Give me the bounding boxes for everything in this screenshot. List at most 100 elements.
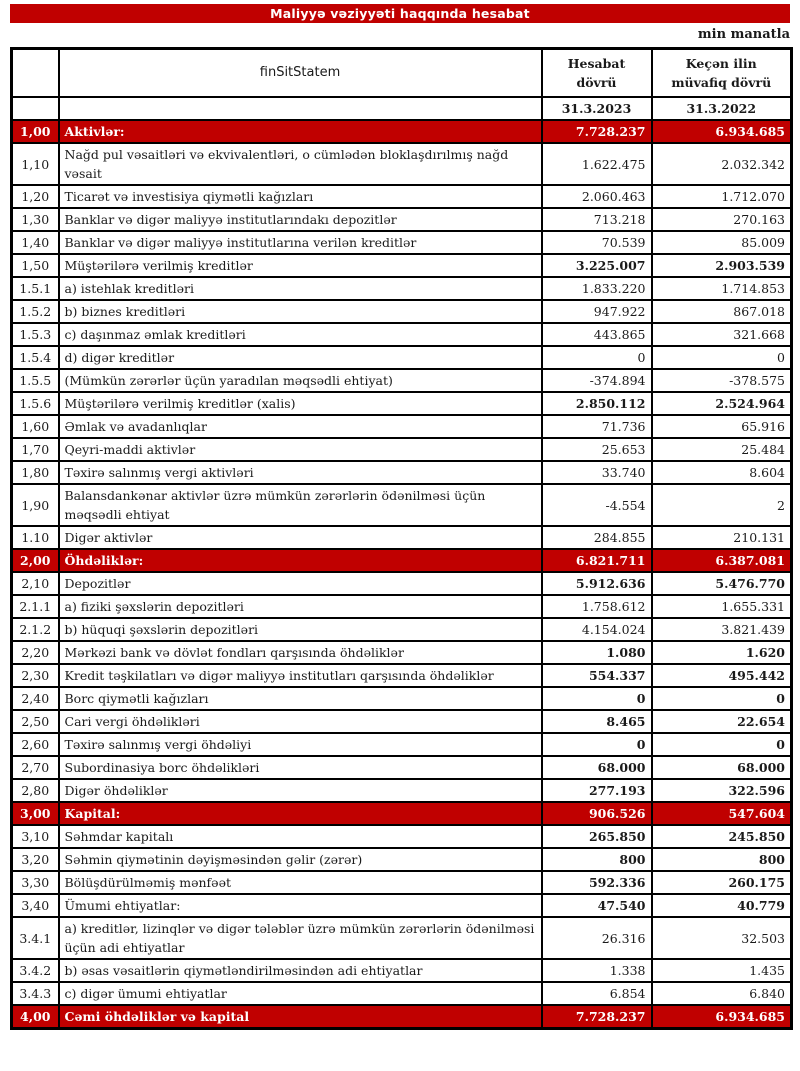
table-body: 1,00 Aktivlər: 7.728.237 6.934.685 1,10 Nağd … [10,119,793,1030]
row-value-previous: 6.387.081 [650,548,793,573]
row-value-current: 3.225.007 [540,253,653,278]
row-label: Müştərilərə verilmiş kreditlər [57,253,543,278]
row-code: 1,70 [10,437,60,462]
row-value-previous: 40.779 [650,893,793,918]
table-row: 2.1.1 a) fiziki şəxslərin depozitləri 1.75… [10,594,793,619]
dates-name-cell [57,96,543,121]
table-row: 2,00 Öhdəliklər: 6.821.711 6.387.081 [10,548,793,573]
row-label: a) fiziki şəxslərin depozitləri [57,594,543,619]
row-value-current: 47.540 [540,893,653,918]
row-value-previous: 2 [650,483,793,527]
row-label: Cari vergi öhdəlikləri [57,709,543,734]
row-label: Kredit təşkilatları və digər maliyyə ins… [57,663,543,688]
row-code: 3,40 [10,893,60,918]
row-code: 2,20 [10,640,60,665]
row-code: 2.1.1 [10,594,60,619]
row-value-previous: 6.840 [650,981,793,1006]
row-value-current: 592.336 [540,870,653,895]
row-value-current: 713.218 [540,207,653,232]
dates-code-cell [10,96,60,121]
row-label: Qeyri-maddi aktivlər [57,437,543,462]
row-label: b) hüquqi şəxslərin depozitləri [57,617,543,642]
row-value-previous: 65.916 [650,414,793,439]
current-period-date: 31.3.2023 [540,96,653,121]
financial-statement-table: finSitStatem Hesabat dövrü Keçən ilin mü… [10,47,793,1030]
row-code: 2,40 [10,686,60,711]
row-code: 1,50 [10,253,60,278]
table-row: 3.4.1 a) kreditlər, lizinqlər və digər tə… [10,916,793,960]
row-value-current: 1.080 [540,640,653,665]
row-code: 2,60 [10,732,60,757]
table-row: 1.10 Digər aktivlər 284.855 210.131 [10,525,793,550]
row-value-current: 1.833.220 [540,276,653,301]
row-value-previous: 800 [650,847,793,872]
row-code: 2.1.2 [10,617,60,642]
header-code-cell [10,47,60,98]
row-value-current: 800 [540,847,653,872]
row-value-current: 1.758.612 [540,594,653,619]
row-value-current: -374.894 [540,368,653,393]
row-code: 1.5.3 [10,322,60,347]
table-header: finSitStatem Hesabat dövrü Keçən ilin mü… [10,47,793,121]
row-value-current: 68.000 [540,755,653,780]
row-value-current: 284.855 [540,525,653,550]
row-value-current: 8.465 [540,709,653,734]
row-label: a) kreditlər, lizinqlər və digər tələblə… [57,916,543,960]
row-value-current: 277.193 [540,778,653,803]
row-label: Ticarət və investisiya qiymətli kağızlar… [57,184,543,209]
row-value-previous: 270.163 [650,207,793,232]
row-code: 3.4.1 [10,916,60,960]
table-row: 1,40 Banklar və digər maliyyə institutlar… [10,230,793,255]
table-row: 1.5.1 a) istehlak kreditləri 1.833.220 1.71… [10,276,793,301]
row-code: 1,00 [10,119,60,144]
row-value-previous: 2.903.539 [650,253,793,278]
row-value-previous: 32.503 [650,916,793,960]
row-code: 1,40 [10,230,60,255]
row-label: Səhmin qiymətinin dəyişməsindən gəlir (z… [57,847,543,872]
row-code: 1.5.6 [10,391,60,416]
unit-note: min manatla [697,27,790,42]
row-value-previous: 495.442 [650,663,793,688]
row-value-current: 1.622.475 [540,142,653,186]
row-value-previous: 3.821.439 [650,617,793,642]
row-code: 3.4.2 [10,958,60,983]
table-row: 3,30 Bölüşdürülməmiş mənfəət 592.336 260.17… [10,870,793,895]
row-code: 2,70 [10,755,60,780]
row-value-previous: 6.934.685 [650,119,793,144]
row-label: Digər aktivlər [57,525,543,550]
table-row: 1.5.3 c) daşınmaz əmlak kreditləri 443.865… [10,322,793,347]
row-code: 2,00 [10,548,60,573]
header-name-cell: finSitStatem [57,47,543,98]
table-row: 1.5.6 Müştərilərə verilmiş kreditlər (xal… [10,391,793,416]
row-value-previous: 0 [650,732,793,757]
row-value-current: 6.821.711 [540,548,653,573]
row-label: Ümumi ehtiyatlar: [57,893,543,918]
table-row: 3,10 Səhmdar kapitalı 265.850 245.850 [10,824,793,849]
row-value-previous: 1.620 [650,640,793,665]
row-value-previous: 25.484 [650,437,793,462]
table-row: 2,80 Digər öhdəliklər 277.193 322.596 [10,778,793,803]
row-value-current: 4.154.024 [540,617,653,642]
row-code: 1,90 [10,483,60,527]
row-value-current: -4.554 [540,483,653,527]
row-label: Mərkəzi bank və dövlət fondları qarşısın… [57,640,543,665]
row-code: 3,30 [10,870,60,895]
row-value-previous: 547.604 [650,801,793,826]
row-label: Kapital: [57,801,543,826]
row-value-previous: 867.018 [650,299,793,324]
row-value-previous: 245.850 [650,824,793,849]
table-row: 3,00 Kapital: 906.526 547.604 [10,801,793,826]
table-row: 4,00 Cəmi öhdəliklər və kapital 7.728.237 6… [10,1004,793,1030]
row-label: Təxirə salınmış vergi öhdəliyi [57,732,543,757]
row-code: 2,50 [10,709,60,734]
row-label: b) biznes kreditləri [57,299,543,324]
row-value-previous: 8.604 [650,460,793,485]
row-label: Banklar və digər maliyyə institutlarına … [57,230,543,255]
row-code: 3,20 [10,847,60,872]
row-label: Cəmi öhdəliklər və kapital [57,1004,543,1030]
row-value-current: 0 [540,686,653,711]
row-value-current: 33.740 [540,460,653,485]
row-code: 3.4.3 [10,981,60,1006]
table-row: 2,10 Depozitlər 5.912.636 5.476.770 [10,571,793,596]
row-code: 1,60 [10,414,60,439]
